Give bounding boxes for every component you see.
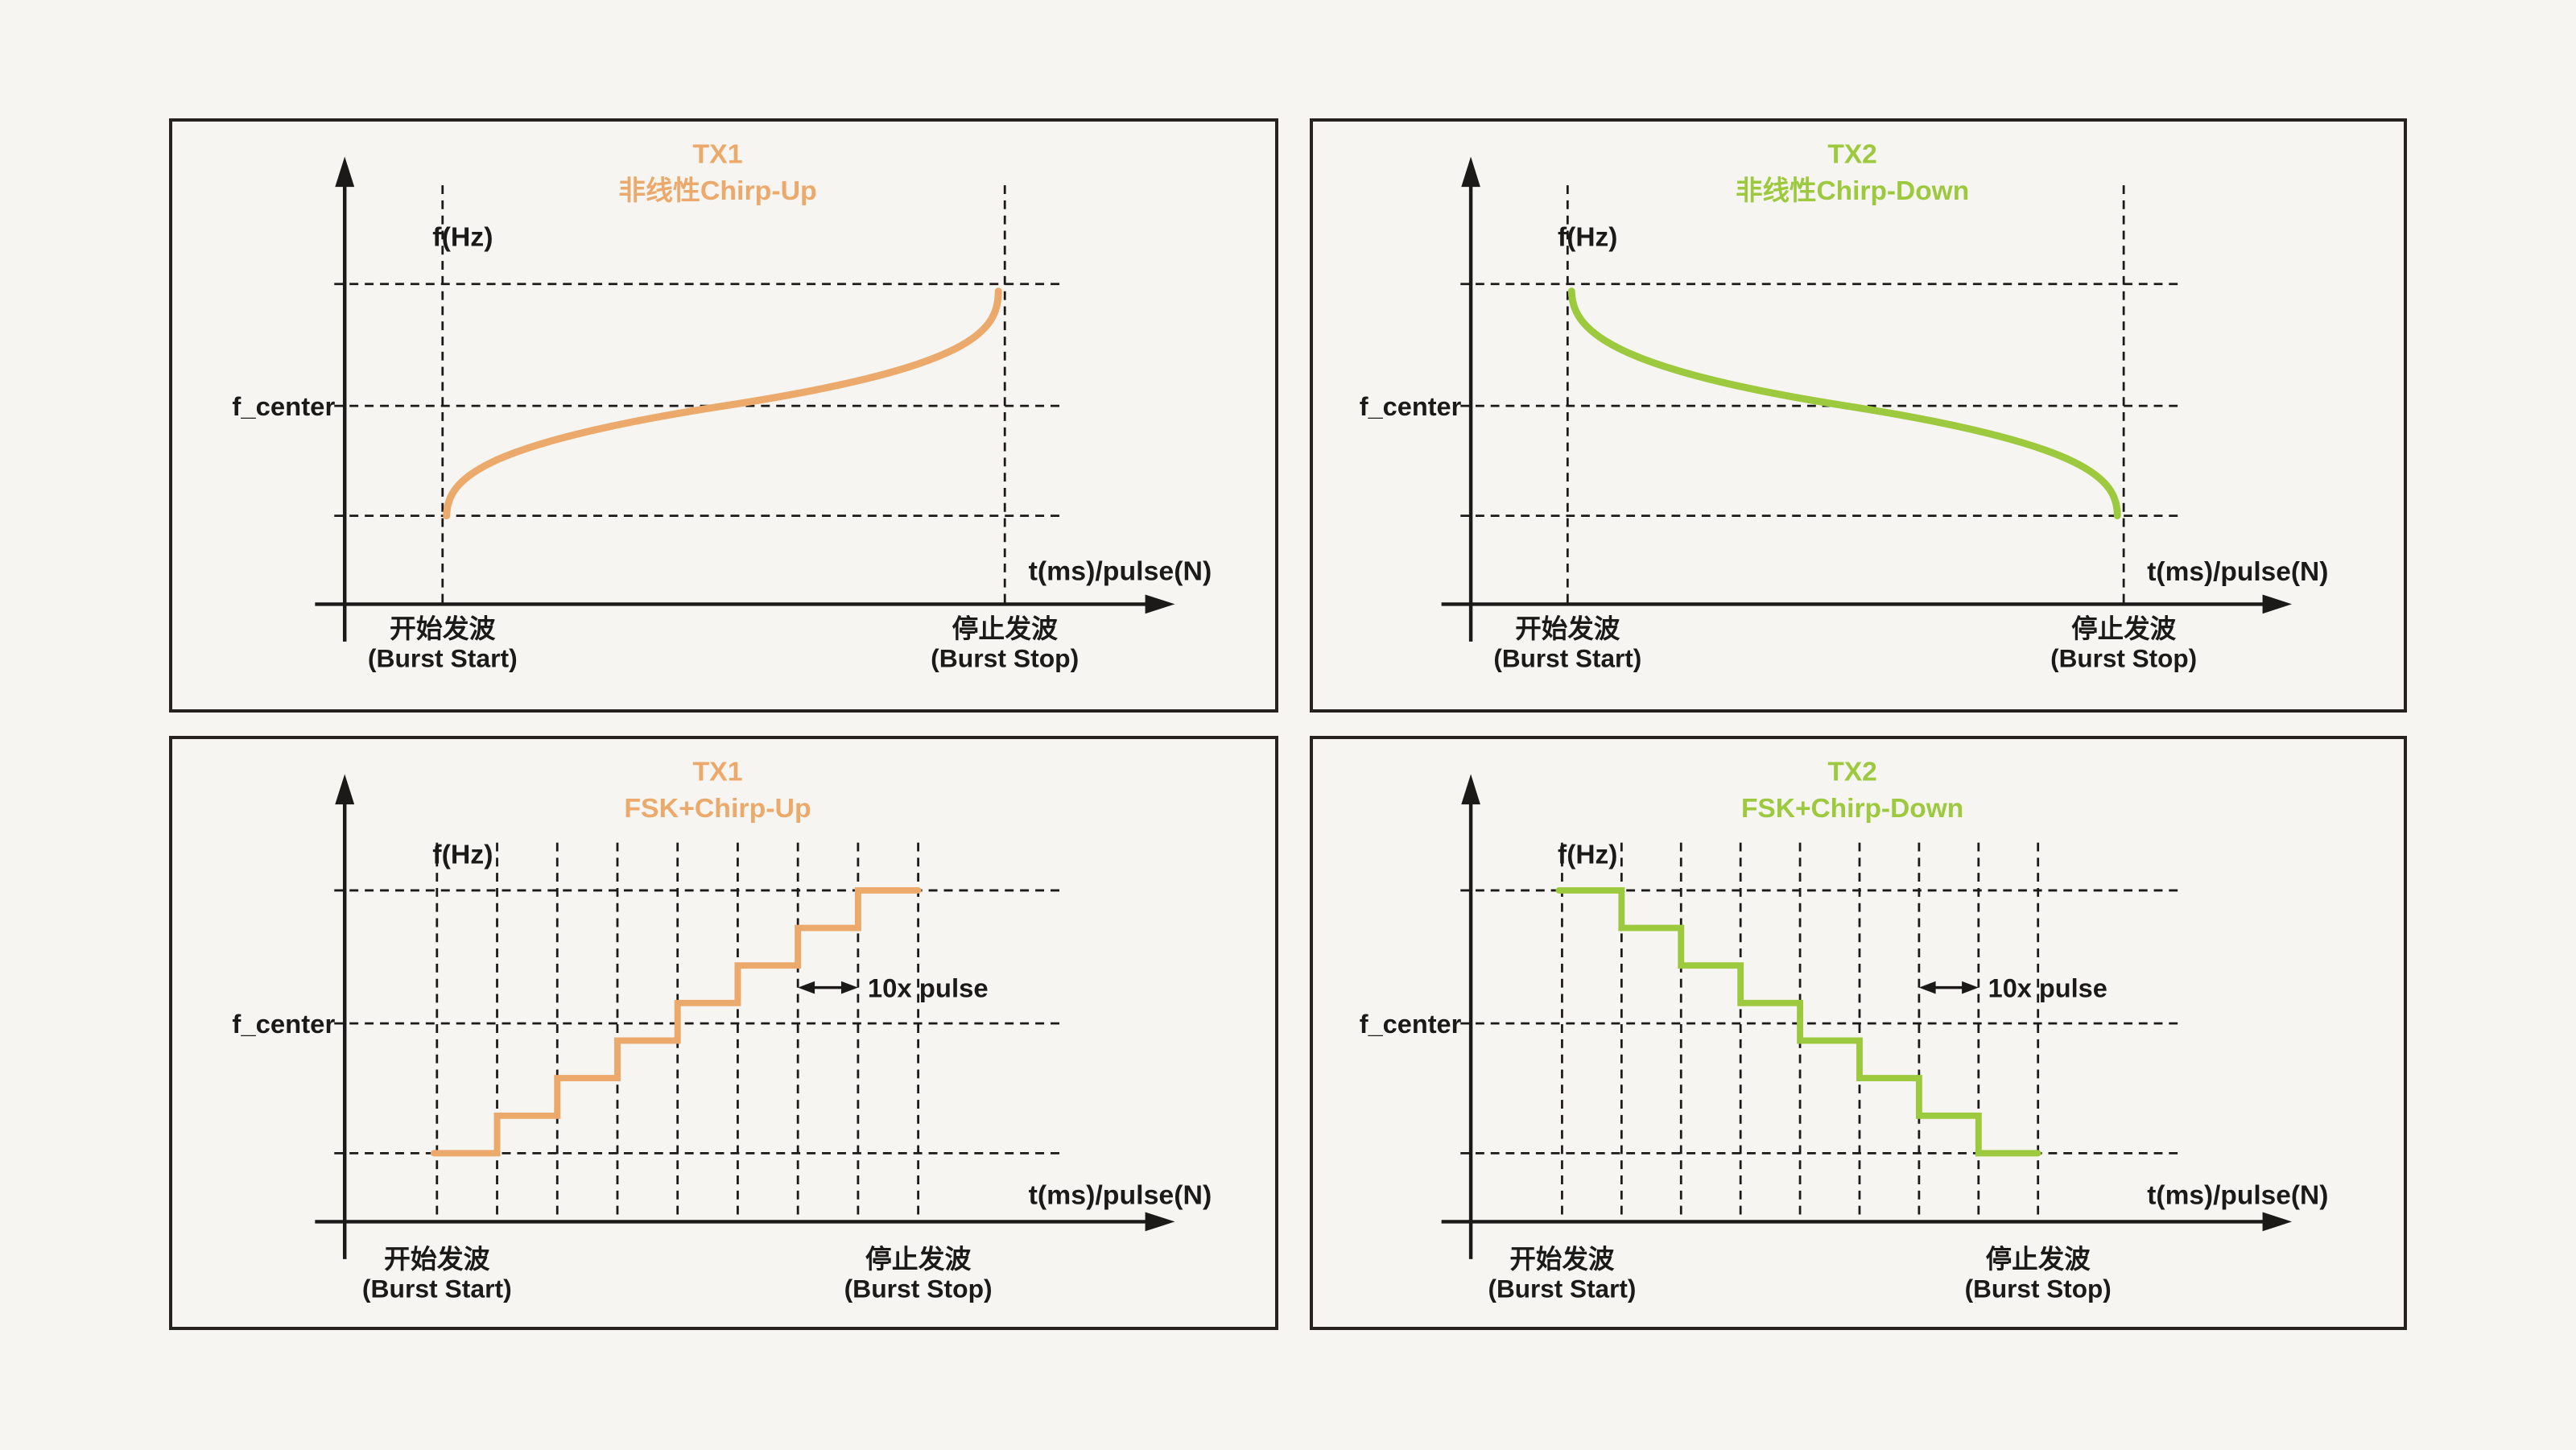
f-center-label: f_center: [232, 1009, 335, 1039]
x-axis: [1441, 1212, 2293, 1232]
fsk-up-staircase: [430, 886, 922, 1157]
arrow-right-icon: [840, 981, 858, 994]
y-axis-arrow-icon: [335, 774, 355, 805]
panel-tx1-nonlinear-chirp-up: f(Hz) f_center t(ms)/pulse(N) 开始发波 (Burst St…: [169, 118, 1278, 713]
burst-start-label-en: (Burst Start): [368, 644, 518, 673]
panel-title-line2: FSK+Chirp-Up: [624, 793, 811, 824]
y-axis: [1461, 156, 1480, 642]
pulse-width-label: 10x pulse: [1988, 973, 2107, 1002]
panel-title: TX2 非线性Chirp-Down: [1736, 139, 1969, 206]
x-axis-label: t(ms)/pulse(N): [1029, 1180, 1212, 1211]
burst-stop-label-zh: 停止发波: [952, 613, 1058, 643]
burst-stop-label-zh: 停止发波: [865, 1244, 972, 1274]
panel-title-line1: TX2: [1827, 757, 1876, 787]
y-axis-arrow-icon: [1461, 774, 1480, 805]
burst-stop-label-en: (Burst Stop): [844, 1274, 993, 1303]
x-axis-arrow-icon: [2262, 594, 2293, 614]
x-axis: [1441, 594, 2293, 614]
x-axis: [315, 594, 1175, 614]
x-axis-label: t(ms)/pulse(N): [2147, 1181, 2328, 1211]
panel-title: TX2 FSK+Chirp-Down: [1741, 757, 1963, 824]
arrow-right-icon: [1962, 981, 1979, 994]
panel-title-line2: 非线性Chirp-Up: [618, 176, 816, 206]
arrow-left-icon: [1918, 981, 1936, 994]
chirp-down-curve: [1567, 287, 2121, 520]
y-axis: [1461, 774, 1480, 1259]
burst-stop-label-en: (Burst Stop): [1965, 1274, 2112, 1303]
y-axis-arrow-icon: [335, 156, 355, 188]
panel-title-line2: 非线性Chirp-Down: [1736, 176, 1969, 206]
burst-start-label-en: (Burst Start): [1488, 1274, 1636, 1303]
burst-start-label-en: (Burst Start): [362, 1274, 512, 1303]
x-axis: [315, 1212, 1175, 1232]
y-axis-label: f(Hz): [1558, 840, 1617, 870]
arrow-left-icon: [798, 981, 815, 994]
y-axis-arrow-icon: [1461, 156, 1480, 188]
f-center-label: f_center: [232, 391, 335, 421]
burst-stop-label-en: (Burst Stop): [931, 644, 1079, 673]
panel-tx2-nonlinear-chirp-down: f(Hz) f_center t(ms)/pulse(N) 开始发波 (Burst St…: [1310, 118, 2407, 713]
panel-title-line1: TX1: [692, 139, 742, 170]
tx1-fsk-chirp-up-plot: 10x pulse f(Hz) f_center t(ms)/pulse(N) 开始发波…: [232, 757, 1212, 1303]
tx2-fsk-chirp-down-plot: 10x pulse f(Hz) f_center t(ms)/pulse(N) 开始发波…: [1360, 757, 2329, 1303]
x-axis-label: t(ms)/pulse(N): [2147, 557, 2328, 587]
x-axis-arrow-icon: [1145, 1212, 1175, 1232]
y-axis: [335, 774, 355, 1259]
burst-start-label-en: (Burst Start): [1493, 644, 1641, 673]
pulse-width-label: 10x pulse: [868, 973, 989, 1003]
burst-stop-label-zh: 停止发波: [1986, 1245, 2091, 1274]
f-center-label: f_center: [1360, 1010, 1462, 1039]
pulse-width-arrow: [798, 981, 858, 994]
burst-start-label-zh: 开始发波: [384, 1244, 490, 1274]
panel-title-line1: TX2: [1827, 139, 1876, 169]
panel-tx2-fsk-chirp-down: 10x pulse f(Hz) f_center t(ms)/pulse(N) 开始发波…: [1310, 736, 2407, 1330]
pulse-width-arrow: [1918, 981, 1979, 994]
fsk-down-staircase: [1555, 886, 2041, 1157]
y-axis: [335, 156, 355, 642]
chirp-up-curve: [443, 287, 1002, 520]
burst-stop-label-zh: 停止发波: [2071, 614, 2176, 643]
dashed-grid: [1460, 842, 2182, 1222]
dashed-grid: [334, 185, 1063, 605]
y-axis-label: f(Hz): [432, 839, 493, 870]
burst-stop-label-en: (Burst Stop): [2050, 644, 2197, 673]
x-axis-arrow-icon: [1145, 594, 1175, 614]
x-axis-label: t(ms)/pulse(N): [1029, 556, 1212, 587]
x-axis-arrow-icon: [2262, 1212, 2293, 1232]
dashed-grid: [334, 842, 1063, 1222]
panel-title: TX1 非线性Chirp-Up: [618, 139, 816, 206]
burst-start-label-zh: 开始发波: [1515, 614, 1620, 643]
panel-title-line2: FSK+Chirp-Down: [1741, 794, 1963, 824]
f-center-label: f_center: [1360, 392, 1462, 421]
burst-start-label-zh: 开始发波: [1509, 1245, 1614, 1274]
y-axis-label: f(Hz): [1558, 222, 1617, 252]
dashed-grid: [1460, 185, 2182, 605]
panel-tx1-fsk-chirp-up: 10x pulse f(Hz) f_center t(ms)/pulse(N) 开始发波…: [169, 736, 1278, 1330]
y-axis-label: f(Hz): [432, 221, 493, 252]
panel-title: TX1 FSK+Chirp-Up: [624, 757, 811, 824]
burst-start-label-zh: 开始发波: [390, 613, 496, 643]
panel-title-line1: TX1: [692, 757, 742, 787]
